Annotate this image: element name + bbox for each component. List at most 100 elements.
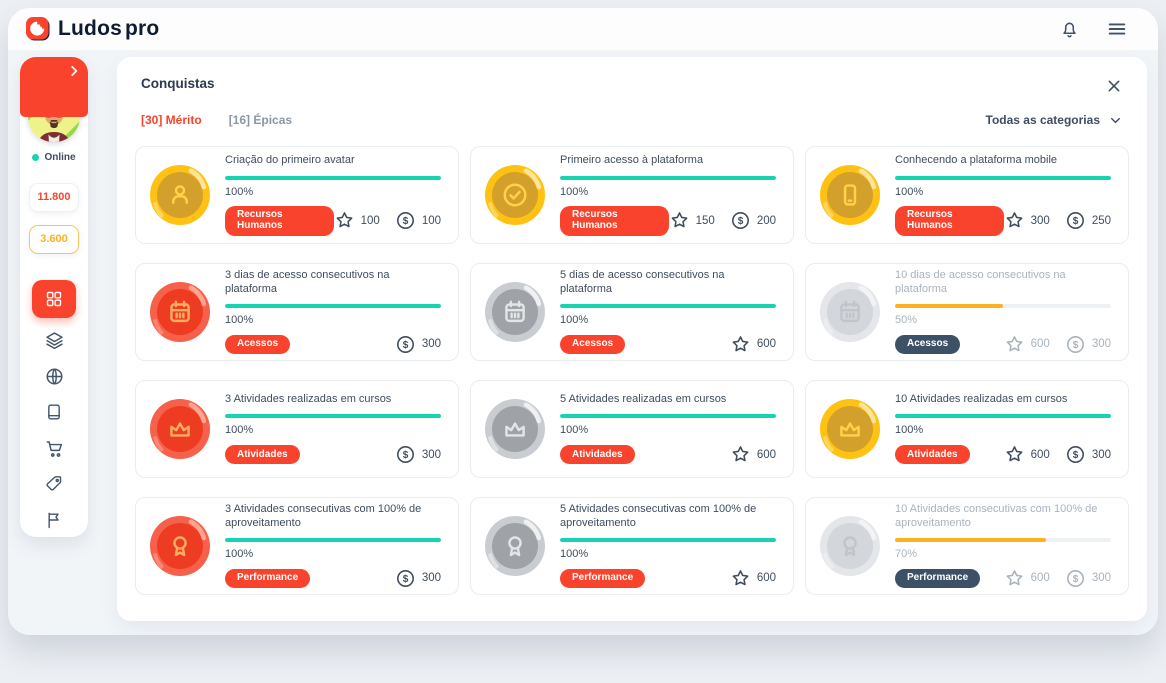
achievement-card[interactable]: 3 Atividades realizadas em cursos 100% A… xyxy=(135,380,459,478)
svg-text:$: $ xyxy=(403,450,409,461)
sidebar-menu xyxy=(32,279,76,537)
achievement-card[interactable]: 3 dias de acesso consecutivos na platafo… xyxy=(135,263,459,361)
rewards: 600 $ 300 xyxy=(1004,568,1111,589)
close-panel-button[interactable] xyxy=(1106,78,1122,97)
progress-percent: 70% xyxy=(895,547,918,560)
notifications-button[interactable] xyxy=(1057,17,1082,42)
category-badge: Recursos Humanos xyxy=(895,205,1004,236)
medal-icon xyxy=(148,280,212,344)
rewards: 100 $ 100 xyxy=(334,210,441,231)
medal-icon xyxy=(483,514,547,578)
online-label: Online xyxy=(44,151,76,163)
category-badge: Atividades xyxy=(560,445,635,465)
category-badge: Recursos Humanos xyxy=(560,205,669,236)
main-menu-button[interactable] xyxy=(1104,16,1130,42)
achievement-title: 5 Atividades realizadas em cursos xyxy=(560,392,727,405)
star-value: 300 xyxy=(1030,214,1050,227)
coin-icon: $ xyxy=(1066,212,1084,230)
category-badge: Recursos Humanos xyxy=(225,205,334,236)
achievement-card[interactable]: 5 dias de acesso consecutivos na platafo… xyxy=(470,263,794,361)
category-badge: Acessos xyxy=(560,334,626,354)
tag-icon xyxy=(46,476,62,492)
achievement-card[interactable]: Conhecendo a plataforma mobile 100% Recu… xyxy=(805,146,1129,244)
coin-reward: $ 300 xyxy=(395,334,441,355)
progress-bar xyxy=(895,414,1111,419)
flag-icon xyxy=(48,513,59,529)
progress-percent: 100% xyxy=(895,185,924,198)
star-reward: 600 xyxy=(730,568,776,589)
category-badge: Performance xyxy=(895,568,981,588)
achievement-card[interactable]: 5 Atividades consecutivas com 100% de ap… xyxy=(470,497,794,595)
achievement-card[interactable]: 5 Atividades realizadas em cursos 100% A… xyxy=(470,380,794,478)
achievement-card[interactable]: 10 Atividades consecutivas com 100% de a… xyxy=(805,497,1129,595)
progress-bar xyxy=(560,303,776,308)
coin-icon: $ xyxy=(1066,446,1084,464)
star-value: 600 xyxy=(1030,338,1050,351)
rewards: 600 $ 300 xyxy=(1004,444,1111,465)
sidebar-item-trails[interactable] xyxy=(32,324,76,357)
bell-icon xyxy=(1063,22,1076,37)
medal-icon xyxy=(483,280,547,344)
progress-percent: 100% xyxy=(560,185,589,198)
category-filter-dropdown[interactable]: Todas as categorias xyxy=(986,113,1123,127)
star-icon xyxy=(732,446,749,462)
star-value: 150 xyxy=(695,214,715,227)
star-icon xyxy=(732,335,749,352)
achievement-card[interactable]: 10 dias de acesso consecutivos na plataf… xyxy=(805,263,1129,361)
sidebar-item-dashboard[interactable] xyxy=(32,279,76,318)
coin-reward: $ 300 xyxy=(1065,444,1111,465)
topbar: Ludos pro xyxy=(8,8,1158,50)
medal-icon xyxy=(483,163,547,227)
achievement-card[interactable]: Primeiro acesso à plataforma 100% Recurs… xyxy=(470,146,794,244)
coin-reward: $ 100 xyxy=(395,210,441,231)
sidebar-item-world[interactable] xyxy=(32,360,76,393)
coin-value: 300 xyxy=(421,448,441,461)
coin-reward: $ 200 xyxy=(730,210,776,231)
category-filter-value: Todas as categorias xyxy=(985,113,1101,127)
svg-text:$: $ xyxy=(1073,574,1079,585)
coins-counter[interactable]: 3.600 xyxy=(29,224,79,254)
medal-icon xyxy=(818,280,882,344)
progress-percent: 100% xyxy=(560,424,589,437)
app-window: Ludos pro xyxy=(8,8,1158,635)
points-counter[interactable]: 11.800 xyxy=(29,182,79,212)
tab-epicas[interactable]: [16] Épicas xyxy=(228,113,293,127)
tab-merito[interactable]: [30] Mérito xyxy=(141,113,202,127)
progress-bar xyxy=(895,537,1111,542)
sidebar-item-store[interactable] xyxy=(32,432,76,465)
star-value: 600 xyxy=(1030,572,1050,585)
sidebar-header xyxy=(20,57,88,118)
achievement-title: 10 Atividades consecutivas com 100% de a… xyxy=(895,503,1098,529)
star-icon xyxy=(336,212,353,228)
cards-grid: Criação do primeiro avatar 100% Recursos… xyxy=(135,146,1129,595)
sidebar-item-coupons[interactable] xyxy=(32,468,76,501)
dashboard-grid-icon xyxy=(46,291,62,307)
achievement-title: 5 Atividades consecutivas com 100% de ap… xyxy=(560,503,757,529)
online-dot-icon xyxy=(32,153,40,161)
rewards: 600 $ 300 xyxy=(1004,334,1111,355)
coin-value: 200 xyxy=(756,214,776,227)
progress-percent: 100% xyxy=(895,424,924,437)
progress-percent: 50% xyxy=(895,313,918,326)
sidebar-expand-button[interactable] xyxy=(67,64,81,81)
progress-bar xyxy=(895,303,1111,308)
star-reward: 150 xyxy=(669,210,715,231)
medal-icon xyxy=(148,514,212,578)
sidebar-item-courses[interactable] xyxy=(32,396,76,429)
medal-icon xyxy=(818,514,882,578)
achievement-title: 10 Atividades realizadas em cursos xyxy=(895,392,1068,405)
sidebar-item-goals[interactable] xyxy=(32,504,76,537)
star-reward: 600 xyxy=(1004,444,1050,465)
achievement-card[interactable]: Criação do primeiro avatar 100% Recursos… xyxy=(135,146,459,244)
svg-text:$: $ xyxy=(403,216,409,227)
coin-reward: $ 300 xyxy=(1065,568,1111,589)
coin-reward: $ 300 xyxy=(395,568,441,589)
svg-text:$: $ xyxy=(403,340,409,351)
star-value: 600 xyxy=(756,338,776,351)
achievement-card[interactable]: 3 Atividades consecutivas com 100% de ap… xyxy=(135,497,459,595)
star-reward: 600 xyxy=(1004,568,1050,589)
star-value: 600 xyxy=(1030,448,1050,461)
achievement-card[interactable]: 10 Atividades realizadas em cursos 100% … xyxy=(805,380,1129,478)
coin-value: 100 xyxy=(421,214,441,227)
rewards: 600 $ xyxy=(730,334,776,355)
